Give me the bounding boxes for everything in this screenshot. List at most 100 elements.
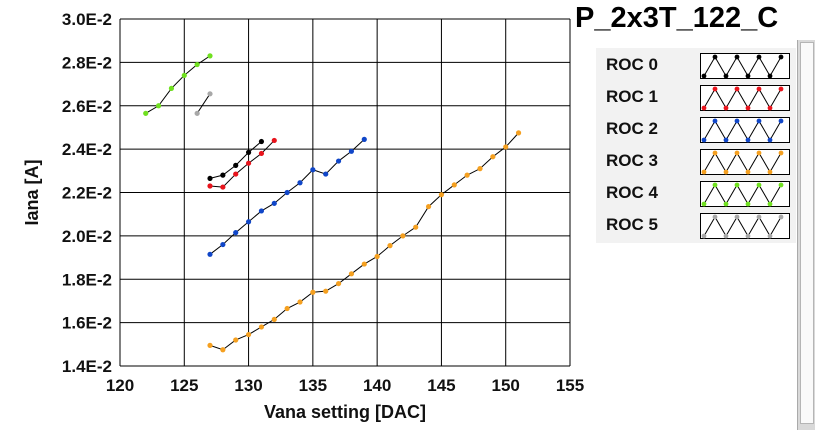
legend-marker: [734, 182, 740, 188]
y-tick-label: 2.0E-2: [62, 227, 112, 246]
legend-marker: [701, 73, 707, 79]
legend-marker: [756, 118, 762, 124]
data-point: [245, 160, 252, 166]
legend-item: ROC 1: [596, 83, 796, 111]
legend-title: P_2x3T_122_C: [575, 2, 779, 34]
data-point: [400, 233, 406, 239]
data-point: [297, 180, 303, 186]
data-point: [207, 251, 213, 257]
y-tick-label: 2.2E-2: [62, 184, 112, 203]
x-tick-label: 140: [363, 376, 391, 395]
data-point: [271, 316, 277, 322]
y-tick-label: 2.4E-2: [62, 140, 112, 159]
legend-swatch: [700, 53, 790, 79]
legend-item-label: ROC 2: [606, 119, 658, 138]
y-axis-label: Iana [A]: [22, 159, 42, 225]
data-point: [207, 175, 213, 182]
data-point: [207, 342, 213, 348]
x-tick-label: 125: [170, 376, 198, 395]
data-point: [490, 154, 496, 160]
data-point: [245, 149, 252, 155]
x-tick-label: 155: [556, 376, 584, 395]
y-tick-label: 1.4E-2: [62, 357, 112, 376]
y-tick-label: 2.8E-2: [62, 53, 112, 72]
x-tick-label: 150: [492, 376, 520, 395]
legend-marker: [745, 105, 751, 111]
data-point: [464, 172, 470, 178]
legend-item: ROC 2: [596, 115, 796, 143]
legend-marker: [756, 150, 762, 156]
legend-marker: [778, 54, 784, 60]
y-tick-label: 1.6E-2: [62, 314, 112, 333]
series-layer: [143, 53, 522, 353]
x-tick-label: 120: [106, 376, 134, 395]
legend-marker: [723, 73, 729, 79]
data-point: [245, 219, 252, 225]
data-point: [297, 299, 303, 305]
scroll-thumb[interactable]: [800, 42, 814, 424]
legend-marker: [712, 214, 718, 220]
legend-marker: [701, 201, 707, 207]
data-point: [348, 148, 355, 154]
data-point: [233, 230, 239, 236]
x-axis-label: Vana setting [DAC]: [264, 402, 426, 422]
series-roc-4: [143, 53, 213, 116]
legend-item: ROC 3: [596, 147, 796, 175]
legend-marker: [712, 86, 718, 92]
legend-marker: [723, 137, 729, 143]
legend-marker: [756, 214, 762, 220]
data-point: [323, 288, 329, 294]
x-tick-label: 130: [234, 376, 262, 395]
legend-swatch: [700, 149, 790, 175]
legend-marker: [712, 150, 718, 156]
series-roc-5: [194, 91, 213, 116]
data-point: [387, 243, 393, 249]
data-point: [220, 172, 226, 178]
legend-swatch: [700, 181, 790, 207]
legend-marker: [723, 233, 729, 239]
legend-marker: [701, 137, 707, 143]
data-point: [143, 110, 149, 116]
legend-marker: [767, 233, 773, 239]
data-point: [503, 144, 509, 150]
series-roc-0: [207, 138, 265, 182]
legend-marker: [712, 118, 718, 124]
data-point: [425, 203, 432, 210]
legend-item-label: ROC 1: [606, 87, 658, 106]
data-point: [233, 337, 239, 343]
series-roc-1: [207, 137, 277, 190]
legend-marker: [778, 118, 784, 124]
tick-labels: 120 125 130 135 140 145 150 155 1.4E-2 1.6E-2 1.8E…: [62, 10, 584, 395]
x-tick-label: 135: [299, 376, 327, 395]
legend-marker: [734, 118, 740, 124]
legend-item-label: ROC 4: [606, 183, 658, 202]
data-point: [515, 130, 522, 136]
legend-marker: [767, 169, 773, 175]
data-point: [155, 103, 162, 109]
legend-swatch: [700, 117, 790, 143]
y-tick-label: 2.6E-2: [62, 97, 112, 116]
legend: ROC 0 ROC 1 ROC 2 ROC 3 ROC 4 ROC 5: [596, 48, 796, 243]
data-point: [284, 305, 290, 312]
legend-item-label: ROC 5: [606, 215, 658, 234]
data-point: [194, 61, 200, 68]
data-point: [258, 138, 265, 145]
series-line: [145, 55, 211, 114]
y-tick-label: 1.8E-2: [62, 270, 112, 289]
data-point: [220, 241, 226, 248]
legend-marker: [712, 182, 718, 188]
y-tick-label: 3.0E-2: [62, 10, 112, 29]
legend-item-label: ROC 3: [606, 151, 658, 170]
data-point: [438, 192, 445, 198]
legend-marker: [712, 54, 718, 60]
data-point: [361, 261, 367, 267]
legend-marker: [778, 182, 784, 188]
legend-item: ROC 4: [596, 179, 796, 207]
legend-item: ROC 5: [596, 211, 796, 239]
grid: [119, 18, 571, 367]
legend-item: ROC 0: [596, 51, 796, 79]
data-point: [220, 184, 226, 190]
legend-marker: [734, 86, 740, 92]
data-point: [245, 331, 252, 338]
